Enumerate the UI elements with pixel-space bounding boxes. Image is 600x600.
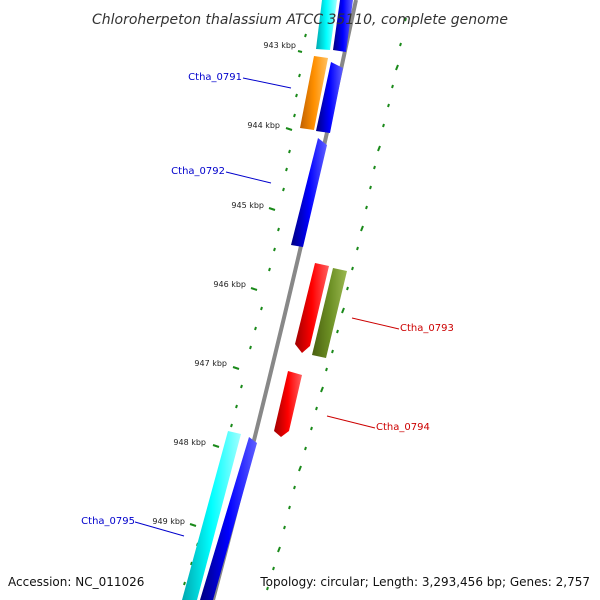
accession-text: Accession: NC_011026 — [8, 575, 144, 589]
scale-tick-label: 944 kbp — [247, 121, 280, 130]
outer-tick-ring — [266, 17, 407, 591]
cds-forward-feature[interactable] — [182, 431, 241, 600]
scale-tick-label: 943 kbp — [263, 41, 296, 50]
gene-label[interactable]: Ctha_0795 — [81, 516, 135, 527]
cds-forward-feature[interactable] — [316, 62, 343, 133]
scale-tick-label: 946 kbp — [213, 280, 246, 289]
reverse-features — [274, 263, 347, 437]
leader-lines — [134, 77, 400, 537]
cds-reverse-feature[interactable] — [295, 263, 329, 353]
gene-label[interactable]: Ctha_0792 — [171, 166, 225, 177]
misc-feature[interactable] — [312, 268, 347, 358]
cds-forward-feature[interactable] — [333, 0, 353, 52]
cds-reverse-feature[interactable] — [274, 371, 302, 437]
inner-tick-ring — [183, 33, 307, 586]
forward-features — [182, 0, 353, 600]
scale-tick-label: 947 kbp — [194, 359, 227, 368]
gene-label[interactable]: Ctha_0794 — [376, 422, 430, 433]
cds-forward-feature[interactable] — [200, 437, 257, 600]
scale-tick-label: 945 kbp — [231, 201, 264, 210]
cds-forward-feature[interactable] — [291, 138, 327, 247]
scale-labels: 943 kbp 944 kbp 945 kbp 946 kbp 947 kbp … — [152, 41, 296, 526]
cds-forward-feature[interactable] — [316, 0, 337, 50]
genome-title: Chloroherpeton thalassium ATCC 35110, co… — [92, 12, 508, 28]
trna-feature[interactable] — [300, 56, 328, 130]
gene-labels: Ctha_0791 Ctha_0792 Ctha_0793 Ctha_0794 … — [81, 72, 454, 527]
gene-label[interactable]: Ctha_0793 — [400, 323, 454, 334]
scale-tick-label: 949 kbp — [152, 517, 185, 526]
gene-label[interactable]: Ctha_0791 — [188, 72, 242, 83]
scale-tick-label: 948 kbp — [173, 438, 206, 447]
genome-summary-text: Topology: circular; Length: 3,293,456 bp… — [259, 575, 590, 589]
